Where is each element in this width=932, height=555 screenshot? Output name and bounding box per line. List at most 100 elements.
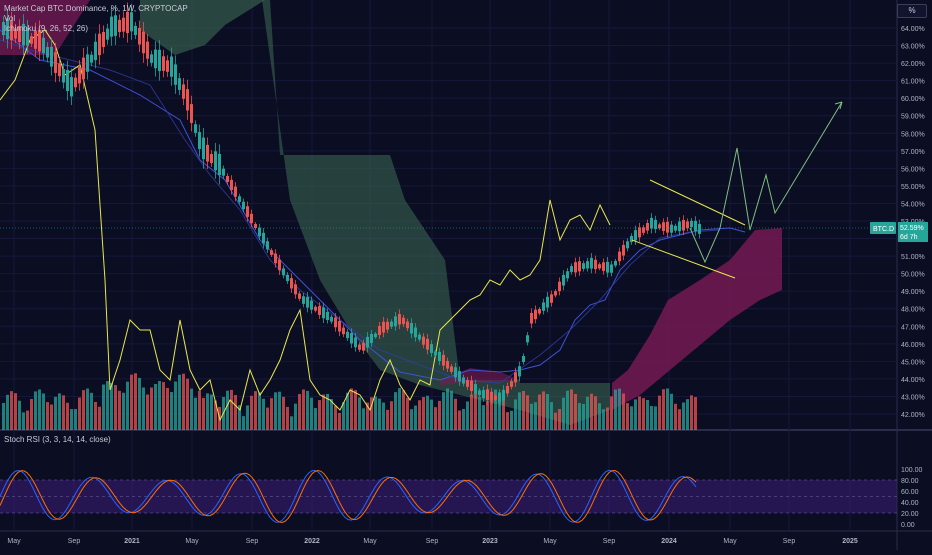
volume-bar [602, 409, 605, 430]
volume-bar [362, 408, 365, 430]
volume-bar [506, 412, 509, 430]
volume-bar [186, 378, 189, 430]
candle-body [222, 168, 225, 176]
volume-bar [538, 394, 541, 430]
volume-bar [570, 389, 573, 430]
volume-bar [114, 385, 117, 430]
candle-body [330, 316, 333, 322]
volume-bar [390, 401, 393, 430]
volume-bar [342, 402, 345, 430]
candle-body [90, 54, 93, 63]
candle-body [110, 16, 113, 37]
price-tick-label: 47.00% [901, 324, 925, 331]
candle-body [562, 274, 565, 286]
volume-bar [2, 402, 5, 430]
time-tick-label: May [363, 538, 377, 545]
time-tick-label: 2022 [304, 538, 320, 545]
candle-body [466, 379, 469, 387]
candle-body [74, 77, 77, 88]
time-tick-label: May [7, 538, 21, 545]
candle-body [146, 41, 149, 59]
volume-bar [130, 374, 133, 430]
ichimoku-legend[interactable]: Ichimoku (9, 26, 52, 26) [4, 24, 89, 33]
volume-bar [694, 397, 697, 430]
volume-bar [146, 394, 149, 430]
candle-body [590, 257, 593, 269]
candle-body [94, 41, 97, 61]
candle-body [434, 351, 437, 356]
time-tick-label: 2021 [124, 538, 140, 545]
volume-bar [206, 393, 209, 430]
volume-bar [334, 405, 337, 430]
price-tick-label: 55.00% [901, 184, 925, 191]
candle-body [6, 18, 9, 40]
oscillator-tick-label: 20.00 [901, 511, 919, 518]
candle-body [326, 312, 329, 320]
projection-path [689, 101, 843, 264]
time-tick-label: Sep [783, 538, 796, 545]
volume-bar [202, 397, 205, 430]
candle-body [510, 381, 513, 387]
volume-bar [638, 396, 641, 430]
price-tick-label: 60.00% [901, 96, 925, 103]
volume-bar [310, 397, 313, 430]
candle-body [518, 366, 521, 377]
candle-body [18, 26, 21, 43]
volume-bar [454, 398, 457, 430]
volume-bar [62, 395, 65, 430]
candle-body [438, 351, 441, 362]
volume-bar [366, 402, 369, 430]
volume-bar [582, 403, 585, 430]
percent-scale-button[interactable]: % [897, 4, 927, 18]
candle-body [114, 15, 117, 36]
volume-bar [414, 405, 417, 430]
candle-body [538, 309, 541, 314]
volume-bar [434, 407, 437, 430]
volume-bar [170, 392, 173, 430]
volume-bar [18, 400, 21, 430]
candle-body [42, 37, 45, 54]
candle-body [318, 306, 321, 315]
candle-body [550, 294, 553, 303]
candle-body [226, 176, 229, 182]
volume-bar [250, 395, 253, 430]
candle-body [446, 360, 449, 369]
candle-body [298, 293, 301, 299]
volume-bar [22, 412, 25, 430]
volume-bar [182, 373, 185, 430]
candle-body [654, 219, 657, 230]
candle-body [462, 377, 465, 384]
candle-body [422, 336, 425, 345]
candle-body [62, 68, 65, 83]
oscillator-tick-label: 60.00 [901, 489, 919, 496]
volume-bar [686, 399, 689, 430]
volume-bar [234, 395, 237, 430]
candle-body [130, 12, 133, 32]
volume-bar [166, 387, 169, 430]
candle-body [30, 36, 33, 44]
stoch-rsi-band [0, 480, 897, 513]
candle-body [638, 227, 641, 238]
volume-bars [2, 373, 697, 430]
candle-body [70, 77, 73, 97]
volume-bar [154, 383, 157, 430]
candle-body [578, 261, 581, 272]
candle-body [478, 390, 481, 396]
volume-bar [626, 403, 629, 430]
candle-body [38, 29, 41, 52]
price-tick-label: 42.00% [901, 412, 925, 419]
volume-bar [394, 392, 397, 430]
candle-body [426, 338, 429, 350]
volume-bar [238, 405, 241, 430]
stoch-rsi-legend[interactable]: Stoch RSI (3, 3, 14, 14, close) [4, 435, 111, 444]
candle-body [618, 251, 621, 262]
volume-bar [210, 394, 213, 430]
volume-bar [402, 390, 405, 430]
volume-bar [230, 389, 233, 430]
volume-bar [278, 391, 281, 430]
volume-bar [322, 394, 325, 430]
volume-legend[interactable]: Vol [4, 14, 16, 23]
symbol-legend[interactable]: Market Cap BTC Dominance, %, 1W, CRYPTOC… [4, 4, 188, 13]
candle-body [582, 263, 585, 269]
